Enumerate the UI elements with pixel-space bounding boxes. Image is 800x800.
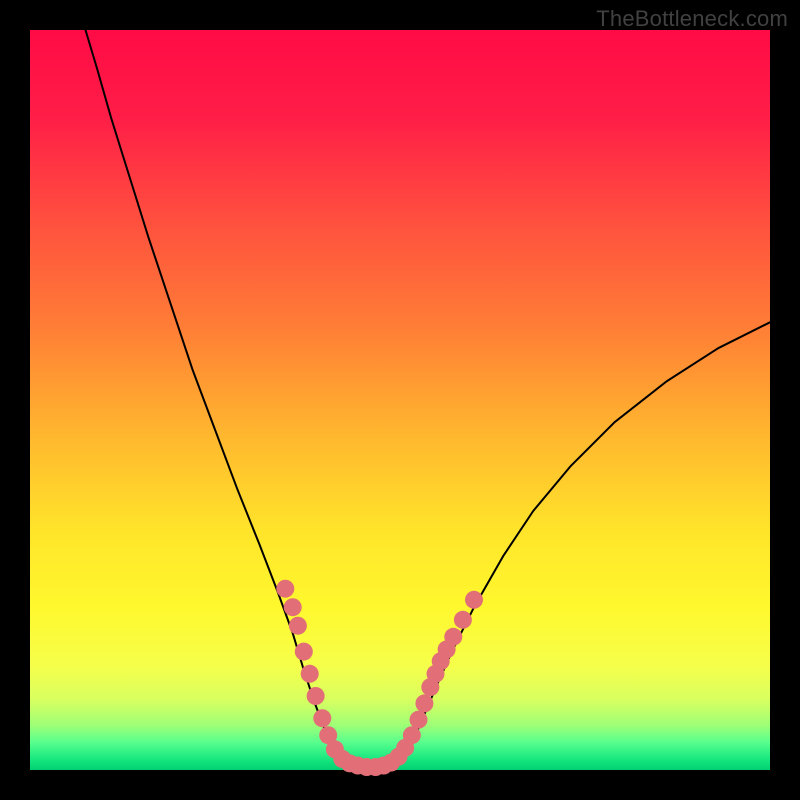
curve-marker-dot xyxy=(415,694,433,712)
curve-marker-dot xyxy=(313,709,331,727)
curve-marker-dot xyxy=(289,617,307,635)
curve-marker-dot xyxy=(307,687,325,705)
curve-marker-dot xyxy=(454,611,472,629)
curve-marker-dot xyxy=(295,643,313,661)
curve-marker-dot xyxy=(465,591,483,609)
watermark-text: TheBottleneck.com xyxy=(596,6,788,32)
curve-marker-dot xyxy=(284,598,302,616)
chart-background xyxy=(30,30,770,770)
chart-frame: TheBottleneck.com xyxy=(0,0,800,800)
curve-marker-dot xyxy=(276,580,294,598)
curve-marker-dot xyxy=(301,665,319,683)
bottleneck-chart xyxy=(0,0,800,800)
curve-marker-dot xyxy=(444,628,462,646)
curve-marker-dot xyxy=(410,711,428,729)
curve-marker-dot xyxy=(403,726,421,744)
